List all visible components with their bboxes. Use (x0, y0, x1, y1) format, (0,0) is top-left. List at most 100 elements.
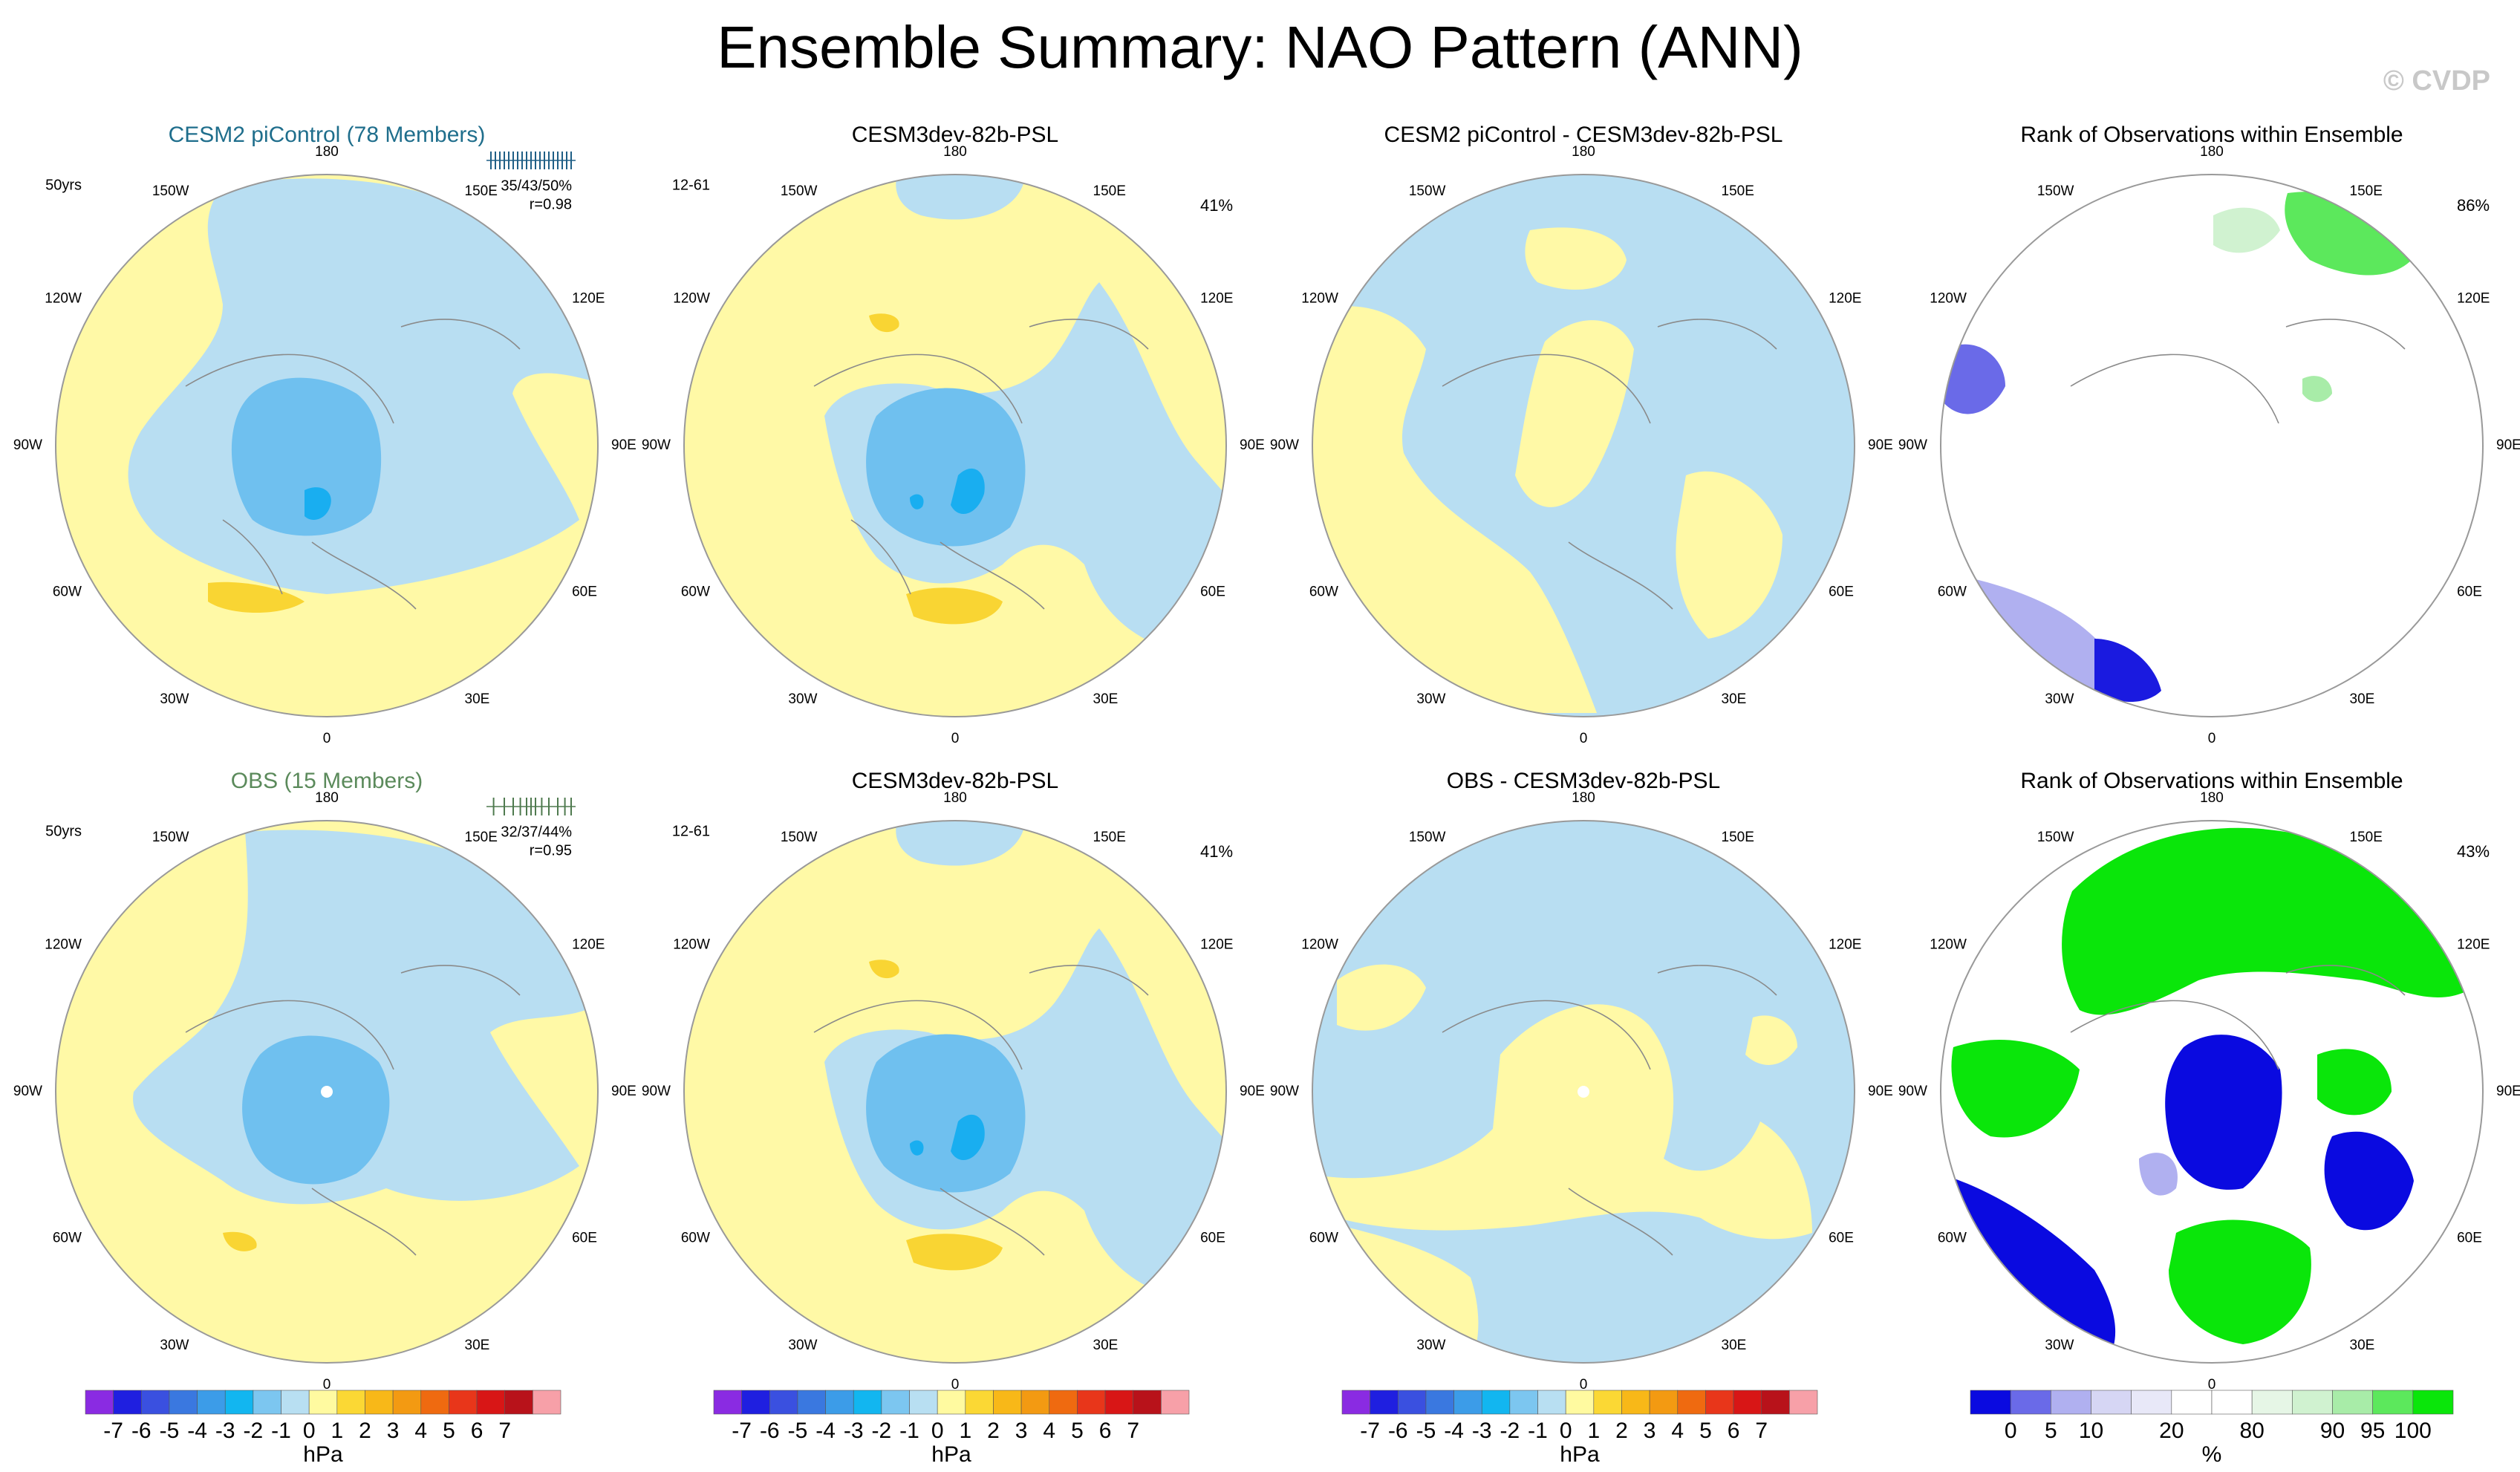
coastlines (2070, 319, 2406, 424)
panel-4-annotations: OBS (15 Members)180 150E 120E 90E 60E 30E 0 30W… (13, 769, 636, 1393)
panel-title: CESM2 piControl (78 Members) (169, 123, 486, 147)
colorbar-swatch (449, 1390, 478, 1415)
colorbar-swatch (2010, 1390, 2051, 1415)
colorbar-unit: hPa (1560, 1442, 1600, 1467)
panel-obs (55, 820, 599, 1364)
colorbar-swatch (1677, 1390, 1706, 1415)
panel-difference-top (1312, 174, 1855, 717)
colorbar-tick-label: -7 (103, 1419, 123, 1443)
left-label: 12-61 (672, 177, 710, 193)
colorbar-swatch (1789, 1390, 1818, 1415)
colorbar-swatch (1537, 1390, 1566, 1415)
lon-label: 90W (642, 1084, 671, 1099)
colorbar-swatch (281, 1390, 310, 1415)
lon-label: 150E (2350, 183, 2383, 199)
colorbar-tick-label: 0 (1560, 1419, 1572, 1443)
colorbar-unit: hPa (931, 1442, 971, 1467)
right-label: 43% (2457, 842, 2490, 861)
colorbar-swatch (336, 1390, 365, 1415)
stat-text: 35/43/50% (501, 178, 572, 194)
map-border (1312, 820, 1855, 1364)
cvdp-watermark: © CVDP (2383, 65, 2490, 97)
colorbar-tick-label: 7 (498, 1419, 511, 1443)
rank-lowmid-region (2139, 1153, 2178, 1196)
lon-label: 60W (681, 1231, 710, 1246)
colorbar-tick-label: -6 (131, 1419, 152, 1443)
lon-label: 120E (2457, 937, 2490, 953)
colorbar-swatch (1565, 1390, 1595, 1415)
colorbar-tick-label: 6 (1728, 1419, 1740, 1443)
field-negative-low-2 (951, 1114, 985, 1160)
lon-label: 0 (2208, 731, 2216, 746)
colorbar-tick-label: 95 (2360, 1419, 2385, 1443)
rank-low-region-west (1942, 344, 2005, 414)
colorbar-swatch (476, 1390, 506, 1415)
lon-label: 0 (2208, 1377, 2216, 1393)
lon-label: 90W (642, 437, 671, 453)
lon-label: 150W (781, 830, 818, 845)
lon-label: 90E (2496, 1084, 2520, 1099)
colorbar-swatch (504, 1390, 533, 1415)
colorbar-3: 0 5 10 20 80 90 95 100% (1970, 1390, 2454, 1467)
field-negative-low-1 (866, 1034, 1026, 1193)
lon-label: 120E (1200, 291, 1233, 307)
left-label: 50yrs (45, 823, 82, 839)
colorbar-swatch (1705, 1390, 1734, 1415)
colorbar-swatch (853, 1390, 882, 1415)
lon-label: 180 (2200, 144, 2224, 160)
colorbar-swatch (2332, 1390, 2373, 1415)
lon-label: 90E (611, 1084, 636, 1099)
field-negative-low-3 (910, 1140, 924, 1156)
rank-moderate-high-region (2213, 207, 2280, 253)
colorbar-tick-label: 4 (414, 1419, 427, 1443)
colorbar-swatch (2292, 1390, 2333, 1415)
colorbar-tick-label: 6 (1099, 1419, 1112, 1443)
lon-label: 90E (1868, 437, 1893, 453)
lon-label: 150E (1722, 830, 1754, 845)
lon-label: 150E (2350, 830, 2383, 845)
field-positive-high-atlantic (906, 587, 1003, 625)
rank-low-region-center (2165, 1035, 2282, 1190)
lon-label: 30W (788, 1338, 817, 1353)
lon-label: 150E (1093, 830, 1126, 845)
lon-label: 60W (1309, 1231, 1338, 1246)
colorbar-swatch (2091, 1390, 2132, 1415)
colorbar-swatch (1020, 1390, 1050, 1415)
colorbar-swatch (1049, 1390, 1078, 1415)
colorbar-tick-label: 5 (1071, 1419, 1084, 1443)
colorbar-swatch (308, 1390, 338, 1415)
colorbar-swatch (1621, 1390, 1650, 1415)
field-positive-anomaly-pacific (824, 282, 1226, 654)
lon-label: 120E (2457, 291, 2490, 307)
colorbar-tick-label: 20 (2159, 1419, 2184, 1443)
field-positive-high-atlantic (906, 1234, 1003, 1271)
panel-title: OBS - CESM3dev-82b-PSL (1447, 769, 1720, 793)
lon-label: 30E (465, 691, 490, 707)
lon-label: 60E (2457, 1231, 2482, 1246)
right-label: 41% (1200, 196, 1233, 215)
panel-cesm3dev-psl-bottom (683, 820, 1227, 1364)
pole-missing-dot (1578, 1086, 1589, 1098)
colorbar-swatch (825, 1390, 854, 1415)
lon-label: 150W (2037, 183, 2074, 199)
panel-title: Rank of Observations within Ensemble (2020, 769, 2403, 793)
colorbar-swatch (1970, 1390, 2011, 1415)
lon-label: 0 (1580, 731, 1588, 746)
left-label: 12-61 (672, 823, 710, 839)
colorbar-swatch (533, 1390, 561, 1415)
colorbar-tick-label: 1 (331, 1419, 343, 1443)
colorbar-swatch (113, 1390, 142, 1415)
field-negative-region-center (1515, 320, 1634, 507)
colorbar-swatch (169, 1390, 198, 1415)
colorbar-swatch (224, 1390, 254, 1415)
lon-label: 60W (53, 584, 82, 600)
lon-label: 120W (1301, 937, 1338, 953)
lon-label: 60W (681, 584, 710, 600)
field-positive-anomaly-pacific (824, 928, 1226, 1300)
lon-label: 0 (323, 1377, 331, 1393)
lon-label: 180 (943, 144, 967, 160)
lon-label: 120E (1829, 937, 1861, 953)
colorbar-swatch (1593, 1390, 1622, 1415)
coastlines (813, 319, 1149, 610)
